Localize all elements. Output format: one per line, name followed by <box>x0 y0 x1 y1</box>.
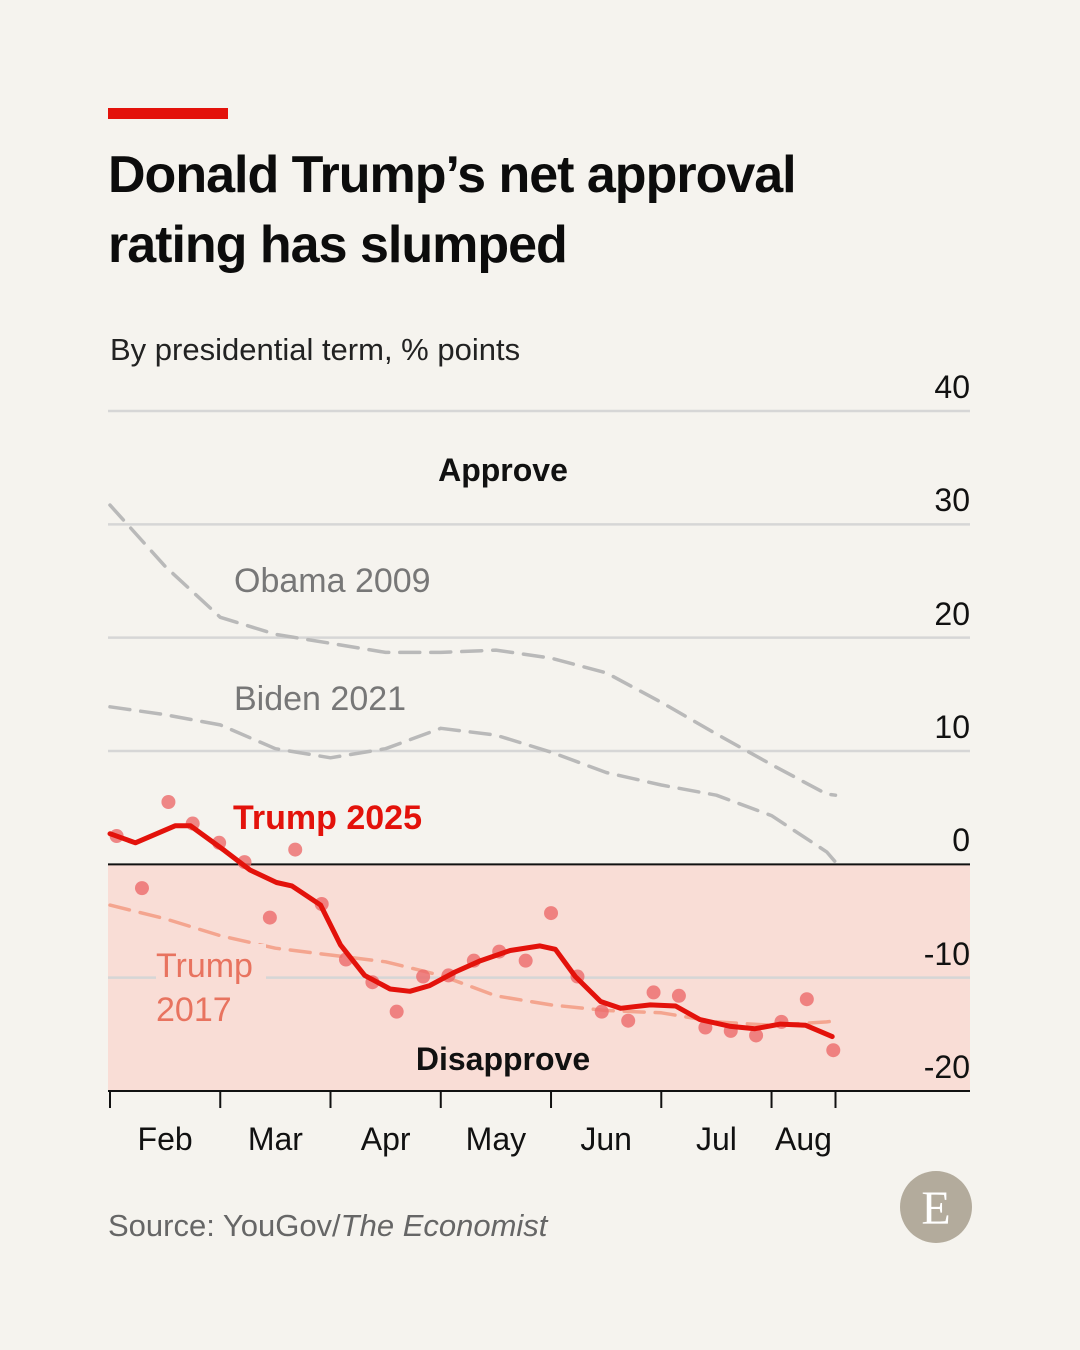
accent-bar <box>108 108 228 119</box>
series-line <box>108 903 838 1028</box>
annotation: Approve <box>438 452 568 488</box>
data-point <box>262 910 277 925</box>
x-tick-label: May <box>465 1121 527 1157</box>
x-tick-label: Mar <box>247 1121 303 1157</box>
x-tick-label: Jun <box>580 1121 632 1157</box>
data-point <box>621 1013 636 1028</box>
logo-circle <box>900 1171 972 1243</box>
y-tick-label: -10 <box>923 935 970 972</box>
data-point <box>544 906 559 921</box>
y-tick-label: 30 <box>934 482 970 519</box>
y-tick-label: 20 <box>934 595 970 632</box>
data-point <box>671 988 686 1003</box>
data-point <box>416 969 431 984</box>
data-point <box>134 881 149 896</box>
series-label: Biden 2021 <box>234 680 407 718</box>
x-tick-label: Jul <box>695 1121 737 1157</box>
data-point <box>826 1043 841 1058</box>
data-point <box>518 953 533 968</box>
series-line <box>108 705 838 864</box>
data-point <box>594 1004 609 1019</box>
series-line <box>108 503 838 797</box>
chart-subtitle: By presidential term, % points <box>110 332 521 367</box>
x-tick-label: Feb <box>137 1121 193 1157</box>
source-italic: The Economist <box>340 1208 548 1243</box>
series-label: Trump 2025 <box>233 799 422 837</box>
series-line <box>107 823 835 1040</box>
data-point <box>288 842 303 857</box>
logo: E <box>921 1182 950 1235</box>
y-tick-label: 40 <box>934 369 970 405</box>
data-point <box>646 985 661 1000</box>
chart-title: Donald Trump’s net approval rating has s… <box>108 146 797 274</box>
series-label: Obama 2009 <box>234 562 431 600</box>
source: Source: YouGov/The Economist <box>108 1208 547 1244</box>
x-tick-label: Apr <box>360 1121 411 1157</box>
y-tick-label: -20 <box>923 1049 970 1085</box>
data-point <box>749 1028 764 1043</box>
y-tick-label: 10 <box>934 709 970 745</box>
data-point <box>799 992 814 1007</box>
data-point <box>161 795 176 809</box>
data-point <box>389 1004 404 1019</box>
source-text: Source: YouGov/ <box>108 1208 341 1243</box>
annotation: Disapprove <box>415 1041 591 1077</box>
x-tick-label: Aug <box>775 1121 832 1157</box>
y-tick-label: 0 <box>952 822 970 859</box>
series-label: Trump 2017 <box>156 944 266 1032</box>
